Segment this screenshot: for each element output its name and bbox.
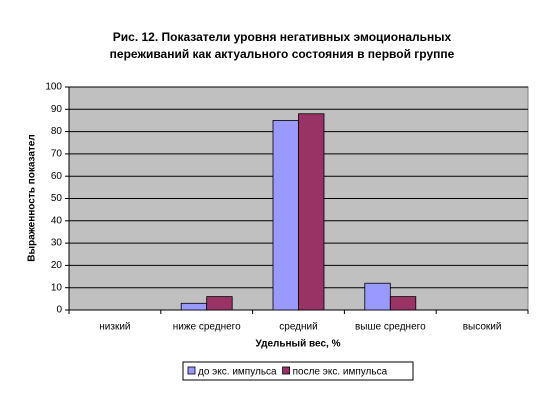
- legend-swatch: [187, 366, 196, 375]
- bar: [206, 296, 233, 311]
- x-tick-label: выше среднего: [355, 322, 426, 333]
- x-tick-label: ниже среднего: [173, 322, 241, 333]
- x-axis-label: Удельный вес, %: [256, 339, 341, 350]
- legend-label: после экс. импульса: [293, 367, 388, 378]
- chart-title: Рис. 12. Показатели уровня негативных эм…: [113, 30, 452, 44]
- x-tick-label: низкий: [99, 322, 130, 333]
- bar: [298, 113, 325, 311]
- y-tick-label: 100: [45, 82, 62, 93]
- legend-label: до экс. импульса: [198, 367, 277, 378]
- y-tick-label: 40: [51, 215, 63, 226]
- bar: [272, 120, 299, 311]
- y-tick-label: 0: [56, 305, 62, 316]
- y-tick-label: 80: [51, 126, 63, 137]
- y-axis-label: Выраженность показател: [27, 134, 38, 261]
- x-tick-label: высокий: [463, 322, 502, 333]
- y-tick-label: 10: [51, 282, 63, 293]
- legend-swatch: [282, 366, 290, 375]
- y-tick-label: 60: [51, 171, 63, 182]
- bar: [180, 302, 208, 311]
- bar: [389, 296, 417, 311]
- y-tick-label: 50: [51, 193, 63, 204]
- x-tick-label: средний: [279, 322, 317, 333]
- y-tick-label: 70: [51, 149, 63, 160]
- y-tick-label: 30: [51, 238, 63, 249]
- bar: [364, 282, 391, 311]
- y-tick-label: 90: [51, 104, 63, 115]
- y-tick-label: 20: [51, 260, 63, 271]
- legend-box: [182, 361, 414, 381]
- chart-title: переживаний как актуального состояния в …: [110, 47, 455, 61]
